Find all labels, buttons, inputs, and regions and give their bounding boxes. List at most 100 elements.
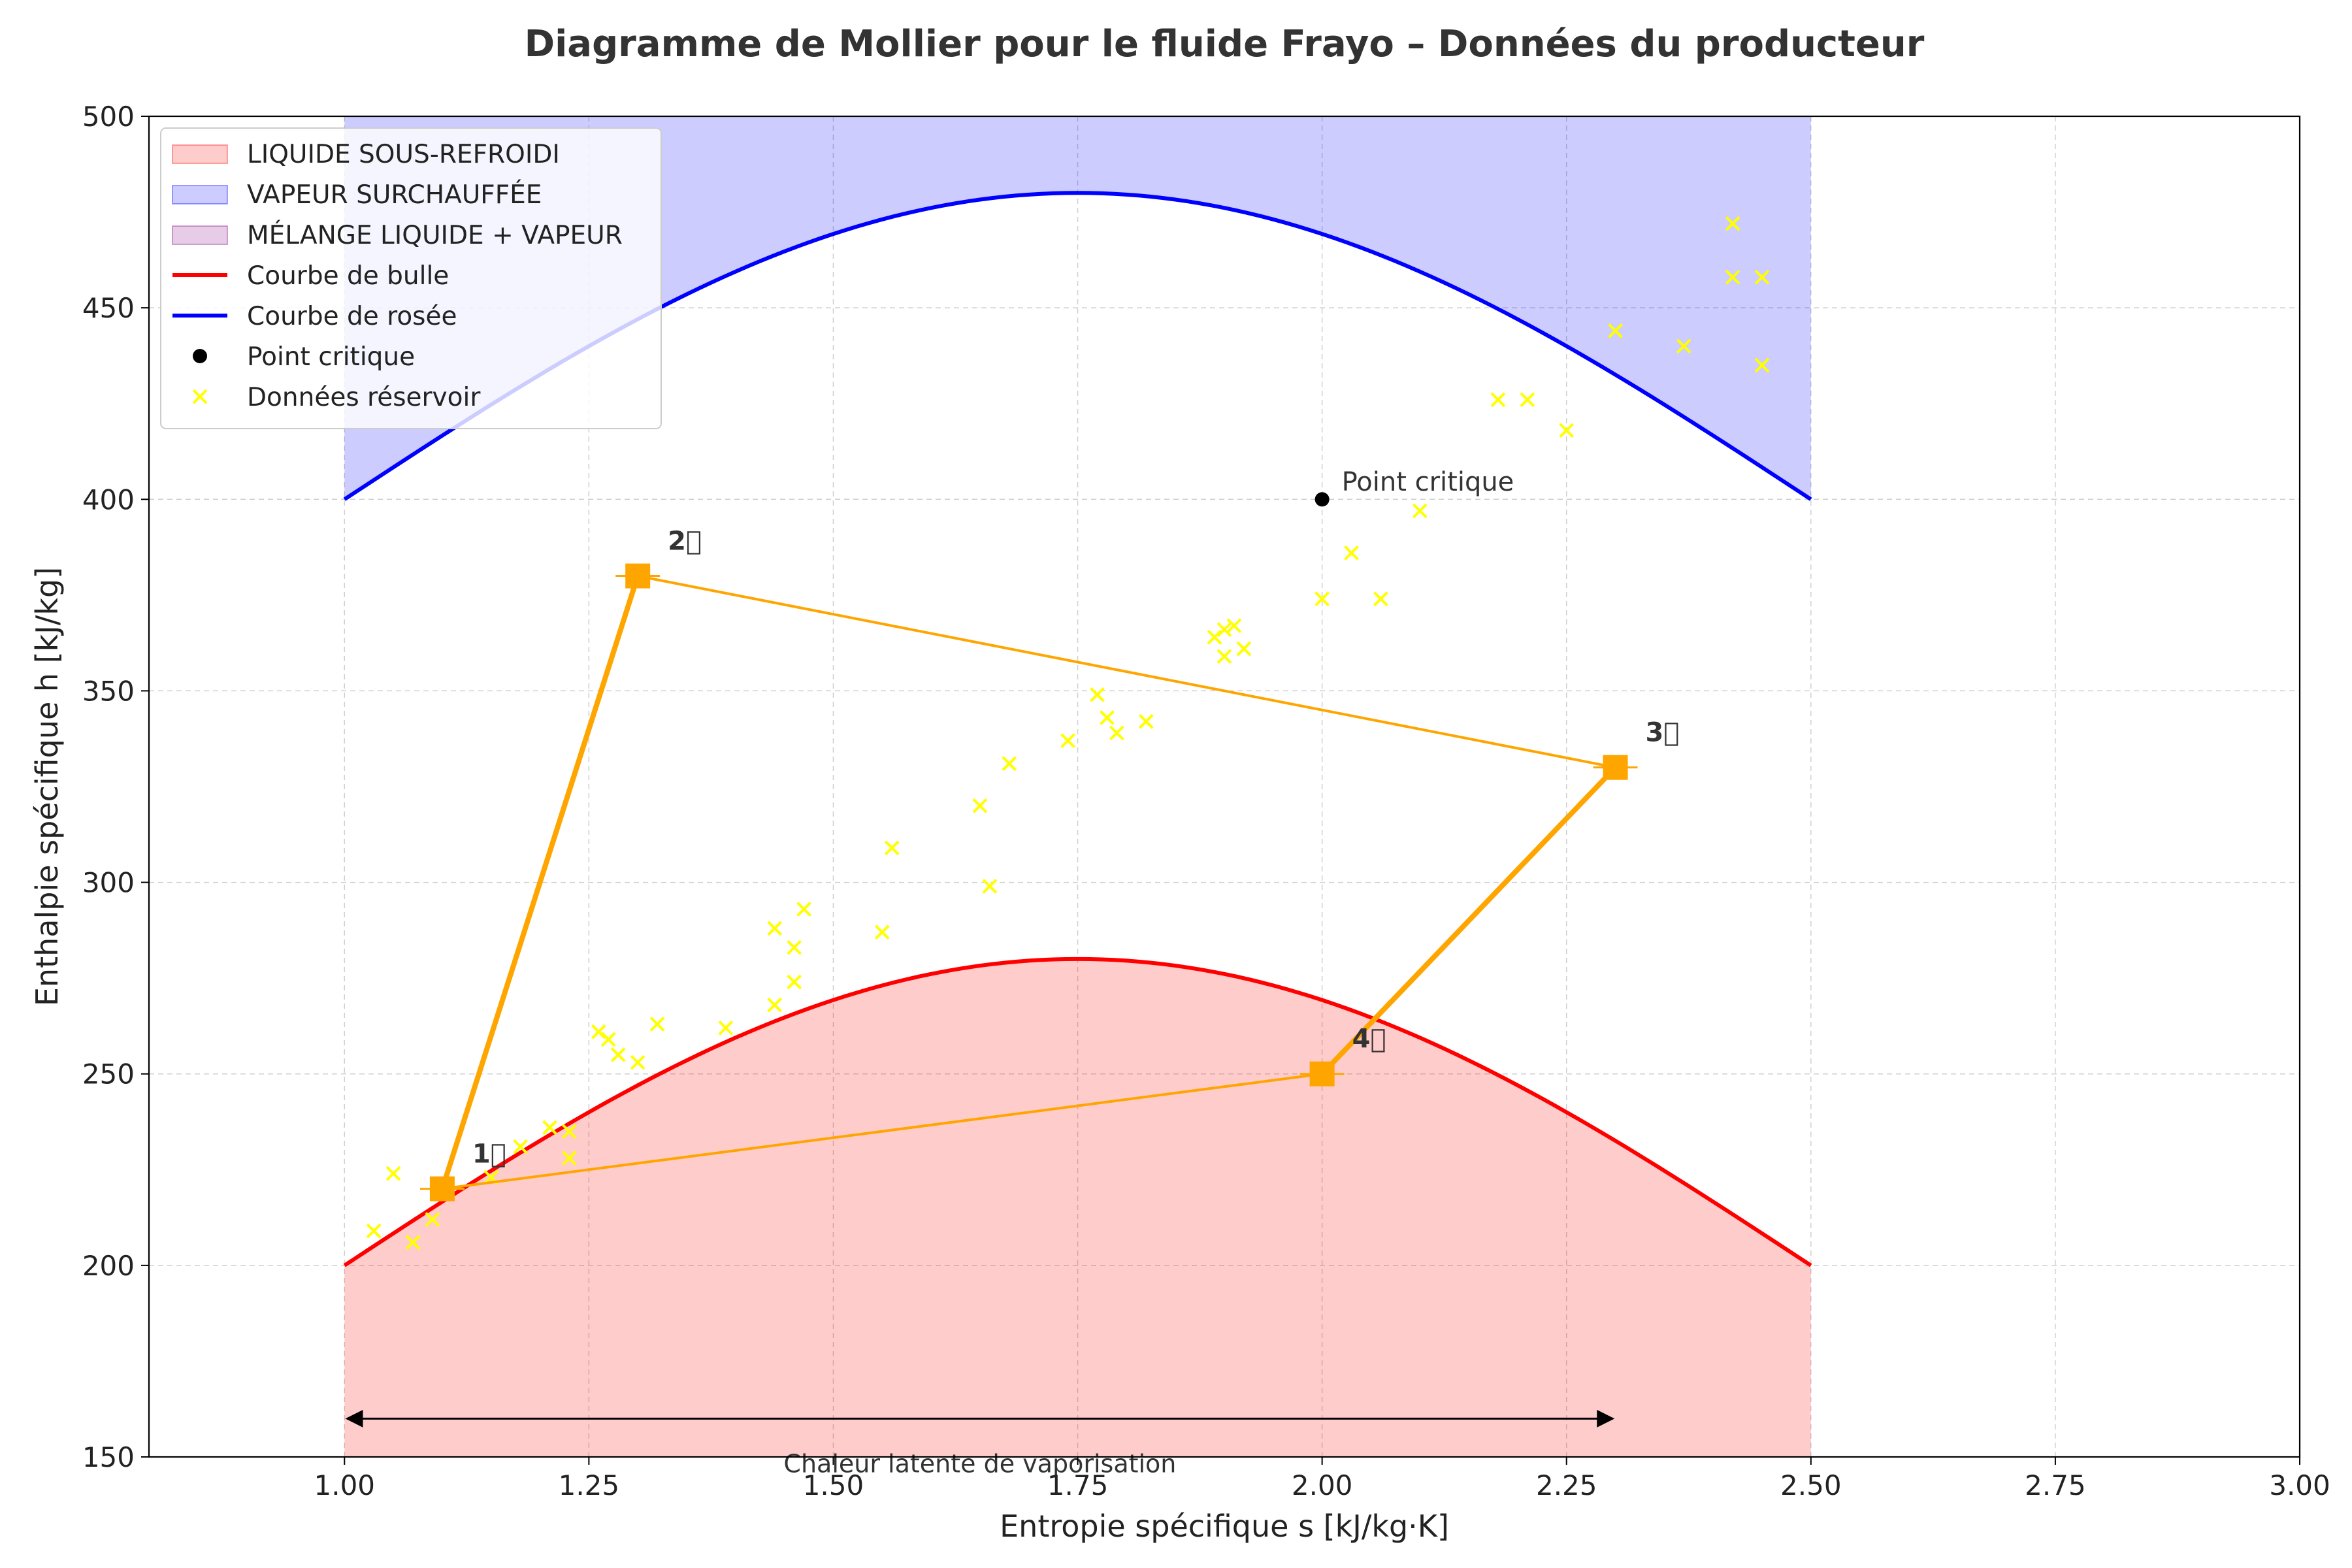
marker-stroke bbox=[630, 1054, 645, 1070]
marker-stroke bbox=[787, 974, 802, 990]
x-tick-label: 1.25 bbox=[559, 1469, 620, 1501]
marker-stroke bbox=[718, 1020, 734, 1036]
cycle-segment bbox=[442, 1072, 1322, 1190]
marker-stroke bbox=[1315, 591, 1330, 607]
marker-stroke bbox=[513, 1139, 529, 1154]
marker-stroke bbox=[591, 1024, 606, 1039]
reservoir-data-point bbox=[1090, 687, 1105, 702]
reservoir-data-point bbox=[874, 924, 890, 940]
marker-stroke bbox=[767, 997, 783, 1013]
x-tick-label: 2.50 bbox=[1780, 1469, 1842, 1501]
marker-stroke bbox=[1236, 641, 1252, 657]
legend-label: Données réservoir bbox=[247, 383, 481, 412]
marker-stroke bbox=[366, 1223, 382, 1239]
marker-stroke bbox=[1138, 713, 1154, 729]
marker-stroke bbox=[425, 1212, 440, 1227]
reservoir-data-point bbox=[1217, 649, 1232, 664]
marker-stroke bbox=[610, 1047, 626, 1062]
critical-point-annotation: Point critique bbox=[1342, 467, 1514, 497]
marker-stroke bbox=[1608, 323, 1623, 338]
legend-label: MÉLANGE LIQUIDE + VAPEUR bbox=[247, 220, 623, 250]
legend-label: Courbe de rosée bbox=[247, 302, 457, 331]
marker-stroke bbox=[483, 1169, 499, 1185]
y-tick-label: 450 bbox=[82, 292, 135, 324]
reservoir-data-point bbox=[982, 879, 998, 894]
reservoir-data-point bbox=[1754, 269, 1770, 285]
critical-point-marker bbox=[1315, 492, 1330, 507]
reservoir-data-point bbox=[1754, 357, 1770, 373]
marker-stroke bbox=[1344, 545, 1359, 561]
cycle-point-marker bbox=[429, 1176, 455, 1201]
marker-stroke bbox=[1217, 622, 1232, 638]
reservoir-data-point bbox=[1236, 641, 1252, 657]
marker-stroke bbox=[787, 939, 802, 955]
x-tick-label: 2.00 bbox=[1292, 1469, 1353, 1501]
marker-stroke bbox=[1725, 269, 1740, 285]
y-tick-label: 300 bbox=[82, 867, 135, 899]
latent-heat-annotation: Chaleur latente de vaporisation bbox=[345, 1409, 1615, 1478]
reservoir-data-point bbox=[1226, 618, 1242, 634]
reservoir-data-point bbox=[630, 1054, 645, 1070]
plot-frame bbox=[148, 115, 2301, 1458]
reservoir-data-point bbox=[591, 1024, 606, 1039]
marker-stroke bbox=[385, 1166, 401, 1181]
cycle-point-label: 4⃝ bbox=[1352, 1024, 1386, 1054]
superheated-vapor-region bbox=[344, 116, 1811, 500]
legend-label: VAPEUR SURCHAUFFÉE bbox=[247, 179, 542, 210]
marker-stroke bbox=[972, 798, 988, 813]
marker-stroke bbox=[982, 879, 998, 894]
x-tick-label: 1.50 bbox=[803, 1469, 864, 1501]
legend-label: LIQUIDE SOUS-REFROIDI bbox=[247, 140, 560, 169]
marker-stroke bbox=[1002, 756, 1017, 772]
critical-point-group: Point critique bbox=[1315, 467, 1514, 507]
reservoir-data-point bbox=[562, 1151, 577, 1166]
y-tick-label: 250 bbox=[82, 1058, 135, 1090]
x-tick-label: 1.00 bbox=[314, 1469, 376, 1501]
legend: LIQUIDE SOUS-REFROIDI VAPEUR SURCHAUFFÉE M… bbox=[160, 127, 662, 429]
reservoir-data-point bbox=[425, 1212, 440, 1227]
reservoir-data-point bbox=[787, 939, 802, 955]
y-tick-label: 350 bbox=[82, 675, 135, 707]
marker-stroke bbox=[405, 1235, 421, 1250]
reservoir-data-point bbox=[1608, 323, 1623, 338]
cycle-point-marker bbox=[1603, 755, 1628, 780]
reservoir-data-point bbox=[787, 974, 802, 990]
reservoir-data-point bbox=[1344, 545, 1359, 561]
marker-stroke bbox=[767, 921, 783, 936]
reservoir-data-point bbox=[562, 1124, 577, 1139]
bubble-curve bbox=[343, 956, 1812, 1267]
reservoir-data-point bbox=[1109, 725, 1124, 741]
reservoir-data-point bbox=[796, 902, 811, 917]
marker-stroke bbox=[1754, 357, 1770, 373]
x-tick-label: 2.75 bbox=[2025, 1469, 2086, 1501]
reservoir-data-point bbox=[1217, 622, 1232, 638]
cycle-point-marker bbox=[625, 563, 651, 589]
reservoir-data-point bbox=[1315, 591, 1330, 607]
reservoir-data-point bbox=[767, 921, 783, 936]
x-axis-ticks: 1.00 1.25 1.50 1.75 2.00 2.25 2.50 2.75 3.00 bbox=[314, 1457, 2330, 1501]
reservoir-data-point bbox=[513, 1139, 529, 1154]
reservoir-data-point bbox=[600, 1032, 616, 1047]
legend-label: Courbe de bulle bbox=[247, 261, 449, 291]
marker-stroke bbox=[1754, 269, 1770, 285]
refrigeration-cycle: 1⃝ 2⃝ 3⃝ 4⃝ bbox=[419, 527, 1680, 1201]
reservoir-data-point bbox=[1520, 392, 1535, 408]
reservoir-data-point bbox=[1559, 423, 1575, 438]
reservoir-data-point bbox=[405, 1235, 421, 1250]
cycle-segment bbox=[637, 574, 1616, 769]
cycle-segment bbox=[440, 575, 640, 1190]
y-axis-ticks: 150 200 250 300 350 400 450 500 bbox=[82, 101, 149, 1473]
marker-stroke bbox=[562, 1151, 577, 1166]
cycle-point-label: 3⃝ bbox=[1646, 718, 1680, 748]
marker-stroke bbox=[874, 924, 890, 940]
marker-stroke bbox=[1676, 338, 1691, 354]
reservoir-data-point bbox=[972, 798, 988, 813]
latent-heat-label: Chaleur latente de vaporisation bbox=[783, 1450, 1176, 1478]
x-tick-label: 3.00 bbox=[2269, 1469, 2330, 1501]
reservoir-data-point bbox=[1060, 733, 1075, 749]
cycle-point-label: 1⃝ bbox=[472, 1139, 506, 1169]
y-tick-label: 150 bbox=[82, 1441, 135, 1473]
reservoir-data-point bbox=[1725, 269, 1740, 285]
cycle-segment bbox=[1320, 765, 1618, 1076]
